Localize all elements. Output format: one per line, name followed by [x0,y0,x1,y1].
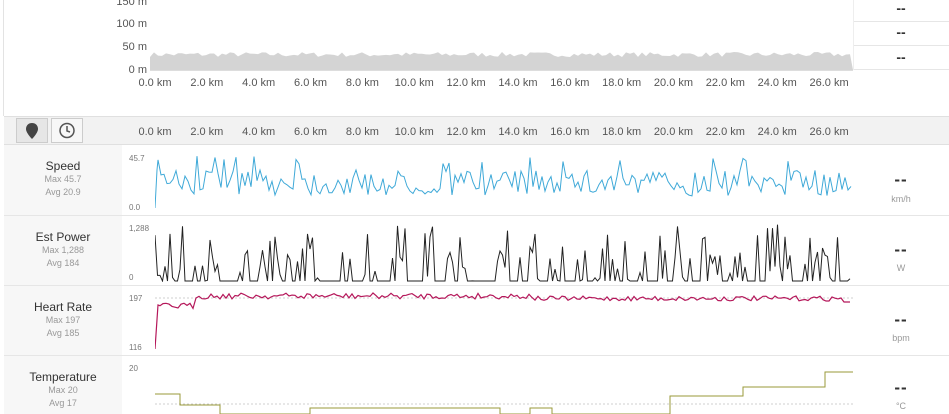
heart-rate-avg: Avg 185 [46,328,80,338]
x-axis-toolbar [4,116,949,145]
x-tick-label: 22.0 km [705,77,745,89]
x-tick-label: 12.0 km [446,77,486,89]
heart-rate-row: Heart Rate Max 197 Avg 185 [4,286,949,356]
x-tick-label: 20.0 km [653,77,694,89]
x-tick-label: 24.0 km [757,77,797,89]
power-max: Max 1,288 [41,245,85,255]
heart-rate-title: Heart Rate [33,300,93,314]
power-label-panel: Est Power Max 1,288 Avg 184 [4,216,122,285]
x-tick-label: 18.0 km [602,77,642,89]
heart-rate-ymin: 116 [129,343,142,352]
y-tick-0: 0 m [128,64,147,76]
power-avg: Avg 184 [46,258,80,268]
power-value: -- [894,240,908,259]
temperature-title: Temperature [29,370,97,384]
x-tick-label: 26.0 km [809,77,849,89]
x-tick-label: 8.0 km [345,126,379,138]
x-tick-label: 2.0 km [190,77,224,89]
readout-3: -- [896,49,906,65]
heart-rate-label-panel: Heart Rate Max 197 Avg 185 [4,286,122,355]
elevation-area [150,52,853,70]
temperature-value: -- [894,378,908,397]
y-tick-150: 150 m [116,0,147,8]
left-border [3,0,4,116]
speed-unit: km/h [891,194,911,204]
x-tick-label: 2.0 km [190,126,224,138]
heart-rate-max: Max 197 [45,315,81,325]
temperature-line [155,371,853,414]
speed-ymax: 45.7 [129,154,145,163]
elevation-plot [150,52,853,71]
speed-row: Speed Max 45.7 Avg 20.9 [4,145,949,216]
x-tick-label: 8.0 km [345,77,379,89]
x-tick-label: 14.0 km [498,126,538,138]
x-tick-label: 0.0 km [138,126,172,138]
x-tick-label: 6.0 km [294,77,328,89]
x-tick-label: 24.0 km [757,126,797,138]
speed-title: Speed [45,159,81,173]
heart-rate-value: -- [894,310,908,329]
temperature-chart [155,371,853,414]
x-tick-label: 10.0 km [394,77,434,89]
power-title: Est Power [35,230,91,244]
y-tick-100: 100 m [116,18,147,30]
x-tick-label: 4.0 km [242,77,276,89]
heart-rate-line [155,292,850,350]
power-chart [155,224,851,282]
x-tick-label: 0.0 km [138,77,172,89]
x-tick-label: 16.0 km [550,77,590,89]
heart-rate-ymax: 197 [129,294,143,303]
temperature-max: Max 20 [48,385,78,395]
power-unit: W [896,263,906,273]
speed-value: -- [894,170,908,189]
readout-2: -- [896,24,906,40]
map-pin-icon [26,123,38,139]
power-row: Est Power Max 1,288 Avg 184 [4,216,949,286]
power-ymax: 1,288 [129,224,150,233]
x-tick-label: 4.0 km [242,126,276,138]
speed-max: Max 45.7 [44,174,82,184]
y-tick-50: 50 m [122,41,147,53]
speed-line [155,156,852,209]
map-view-button[interactable] [16,118,48,143]
elevation-chart: 150 m 100 m 50 m 0 m 0.0 km 2.0 km 4.0 km 6… [0,0,949,116]
speed-avg: Avg 20.9 [45,187,81,197]
speed-label-panel: Speed Max 45.7 Avg 20.9 [4,145,122,215]
elevation-readout-panel [853,0,949,70]
x-tick-label: 12.0 km [446,126,486,138]
x-tick-label: 18.0 km [602,126,642,138]
temperature-unit: °C [895,401,907,411]
temperature-avg: Avg 17 [49,398,77,408]
temperature-row: Temperature Max 20 Avg 17 [4,356,949,414]
x-tick-label: 20.0 km [653,126,694,138]
time-view-button[interactable] [51,118,83,143]
clock-icon [59,122,75,139]
power-ymin: 0 [129,273,134,282]
heart-rate-chart [155,292,853,350]
x-tick-label: 22.0 km [705,126,745,138]
x-tick-label: 14.0 km [498,77,538,89]
speed-chart [155,156,852,209]
power-line [155,224,851,282]
speed-ymin: 0.0 [129,203,141,212]
readout-1: -- [896,0,906,16]
x-tick-label: 10.0 km [394,126,434,138]
x-tick-label: 26.0 km [809,126,849,138]
x-tick-label: 16.0 km [550,126,590,138]
heart-rate-unit: bpm [892,333,910,343]
x-tick-label: 6.0 km [294,126,328,138]
temperature-label-panel: Temperature Max 20 Avg 17 [4,356,122,414]
temperature-ymax: 20 [129,364,138,373]
